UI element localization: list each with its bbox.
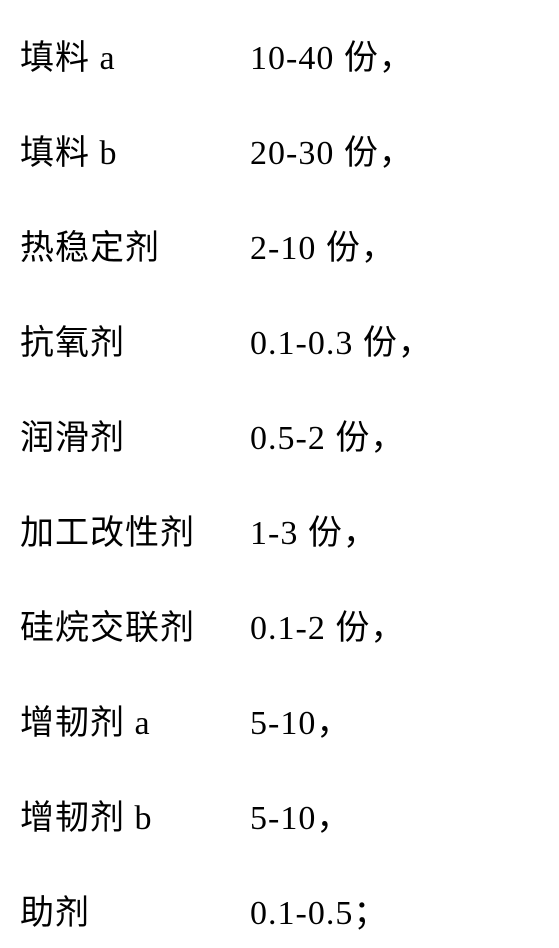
- ingredient-label: 抗氧剂: [20, 315, 250, 364]
- table-row: 助剂 0.1-0.5；: [20, 885, 539, 934]
- ingredient-label: 热稳定剂: [20, 220, 250, 269]
- ingredient-value: 2-10 份，: [250, 220, 396, 269]
- ingredient-value: 0.1-2 份，: [250, 600, 405, 649]
- ingredient-label: 助剂: [20, 885, 250, 934]
- ingredient-value: 0.1-0.5；: [250, 885, 388, 934]
- ingredient-label: 填料 a: [20, 30, 250, 79]
- table-row: 填料 b 20-30 份，: [20, 125, 539, 174]
- table-row: 热稳定剂 2-10 份，: [20, 220, 539, 269]
- ingredient-value: 10-40 份，: [250, 30, 414, 79]
- ingredient-value: 0.1-0.3 份，: [250, 315, 433, 364]
- ingredient-value: 0.5-2 份，: [250, 410, 405, 459]
- ingredient-label: 硅烷交联剂: [20, 600, 250, 649]
- ingredient-label: 增韧剂 a: [20, 695, 250, 744]
- ingredient-label: 增韧剂 b: [20, 790, 250, 839]
- table-row: 增韧剂 a 5-10，: [20, 695, 539, 744]
- table-row: 加工改性剂 1-3 份，: [20, 505, 539, 554]
- table-row: 填料 a 10-40 份，: [20, 30, 539, 79]
- ingredient-value: 1-3 份，: [250, 505, 378, 554]
- ingredient-value: 5-10，: [250, 790, 351, 839]
- ingredient-value: 20-30 份，: [250, 125, 414, 174]
- ingredient-label: 填料 b: [20, 125, 250, 174]
- table-row: 硅烷交联剂 0.1-2 份，: [20, 600, 539, 649]
- table-row: 抗氧剂 0.1-0.3 份，: [20, 315, 539, 364]
- ingredient-value: 5-10，: [250, 695, 351, 744]
- table-row: 润滑剂 0.5-2 份，: [20, 410, 539, 459]
- table-row: 增韧剂 b 5-10，: [20, 790, 539, 839]
- ingredient-table: 填料 a 10-40 份， 填料 b 20-30 份， 热稳定剂 2-10 份，…: [20, 30, 539, 934]
- ingredient-label: 加工改性剂: [20, 505, 250, 554]
- ingredient-label: 润滑剂: [20, 410, 250, 459]
